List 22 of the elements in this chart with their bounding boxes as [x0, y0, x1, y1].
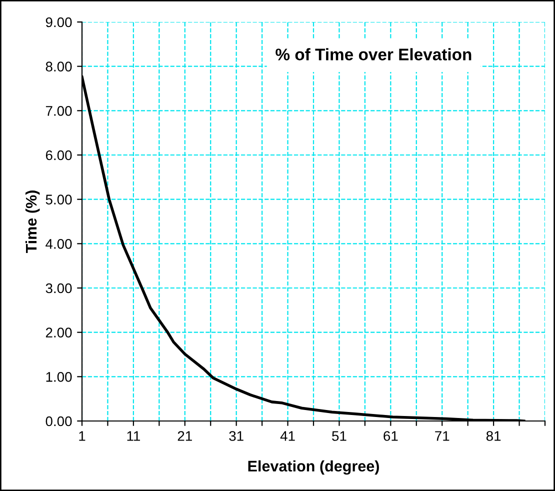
- y-tick-label: 5.00: [46, 194, 72, 205]
- y-tick-label: 6.00: [46, 150, 72, 160]
- x-tick-label: 61: [384, 431, 398, 441]
- y-tick-label: 3.00: [46, 283, 72, 294]
- x-tick-label: 11: [127, 431, 140, 441]
- x-tick-label: 51: [332, 431, 346, 441]
- text: % of Time over Elevation: [276, 48, 472, 60]
- x-tick-label: 1: [79, 431, 86, 441]
- y-tick-label: 0.00: [46, 416, 72, 426]
- y-tick-label: 1.00: [46, 372, 72, 382]
- y-tick-label: 8.00: [46, 62, 72, 72]
- x-tick-label: 21: [178, 431, 192, 441]
- y-tick-label: 9.00: [46, 17, 72, 28]
- x-tick-label: 81: [486, 431, 501, 441]
- x-tick-label: 41: [280, 431, 295, 441]
- x-axis-title: Elevation (degree): [248, 460, 379, 475]
- y-tick-label: 7.00: [46, 106, 72, 116]
- y-tick-label: 4.00: [46, 239, 72, 249]
- y-axis-title: Time (%): [25, 190, 40, 254]
- x-tick-label: 31: [229, 431, 244, 441]
- x-tick-label: 71: [435, 431, 450, 441]
- y-tick-label: 2.00: [46, 328, 72, 338]
